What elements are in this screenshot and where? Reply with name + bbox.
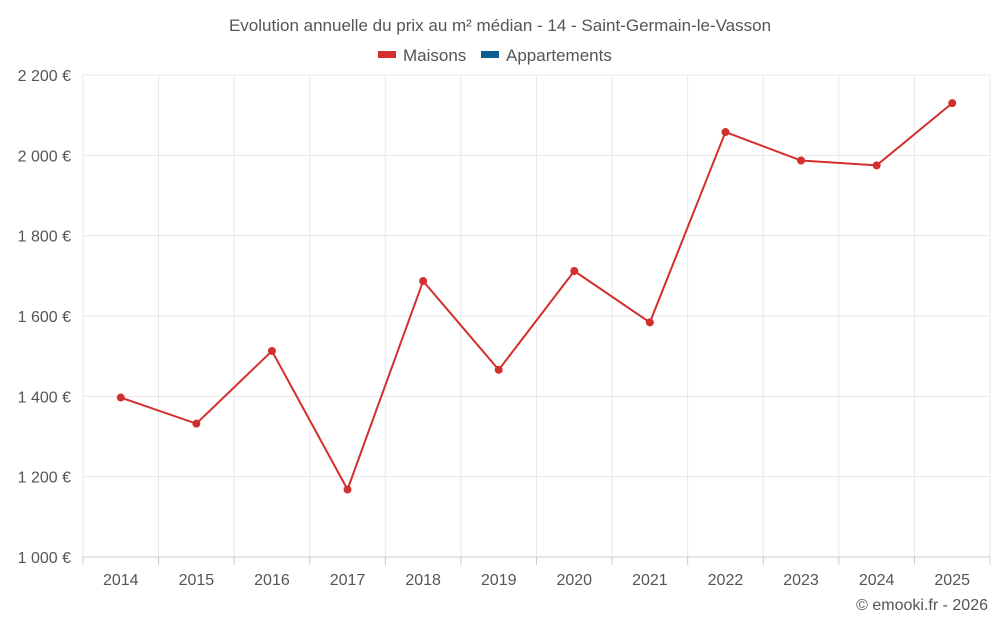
x-tick-label: 2015 [179,572,215,589]
x-tick-label: 2019 [481,572,517,589]
x-tick-label: 2023 [783,572,819,589]
credit-text: © emooki.fr - 2026 [856,597,988,614]
series-layer [116,99,957,494]
x-tick-label: 2018 [405,572,441,589]
data-point-maisons-2025[interactable] [948,99,957,108]
legend-label-appartements: Appartements [506,46,612,65]
x-tick-label: 2024 [859,572,895,589]
x-tick-label: 2020 [556,572,592,589]
legend-label-maisons: Maisons [403,46,466,65]
y-tick-label: 1 200 € [18,470,71,487]
y-tick-label: 2 000 € [18,148,71,165]
chart-title: Evolution annuelle du prix au m² médian … [229,16,771,35]
data-point-maisons-2018[interactable] [419,277,428,286]
data-point-maisons-2014[interactable] [116,393,125,402]
data-point-maisons-2022[interactable] [721,128,730,137]
legend-item-appartements[interactable]: Appartements [481,46,612,65]
x-tick-label: 2014 [103,572,139,589]
axes: 1 000 € 1 200 € 1 400 € 1 600 € 1 800 € 2 000… [18,68,991,589]
x-tick-label: 2021 [632,572,668,589]
data-point-maisons-2016[interactable] [267,346,276,355]
series-line-maisons [120,102,953,492]
y-tick-label: 2 200 € [18,68,71,85]
legend-swatch-appartements [481,51,499,58]
y-tick-label: 1 600 € [18,309,71,326]
y-tick-label: 1 800 € [18,229,71,246]
data-point-maisons-2021[interactable] [645,318,654,327]
data-point-maisons-2017[interactable] [343,485,352,494]
grid [82,74,991,557]
data-point-maisons-2015[interactable] [192,419,201,428]
y-tick-label: 1 400 € [18,389,71,406]
x-tick-label: 2025 [934,572,970,589]
data-point-maisons-2019[interactable] [494,365,503,374]
x-tick-label: 2022 [708,572,744,589]
x-tick-label: 2017 [330,572,366,589]
data-point-maisons-2023[interactable] [797,156,806,165]
legend[interactable]: Maisons Appartements [378,46,612,65]
data-point-maisons-2020[interactable] [570,267,579,276]
legend-swatch-maisons [378,51,396,58]
x-tick-label: 2016 [254,572,290,589]
legend-item-maisons[interactable]: Maisons [378,46,466,65]
y-tick-label: 1 000 € [18,550,71,567]
data-point-maisons-2024[interactable] [872,161,881,170]
